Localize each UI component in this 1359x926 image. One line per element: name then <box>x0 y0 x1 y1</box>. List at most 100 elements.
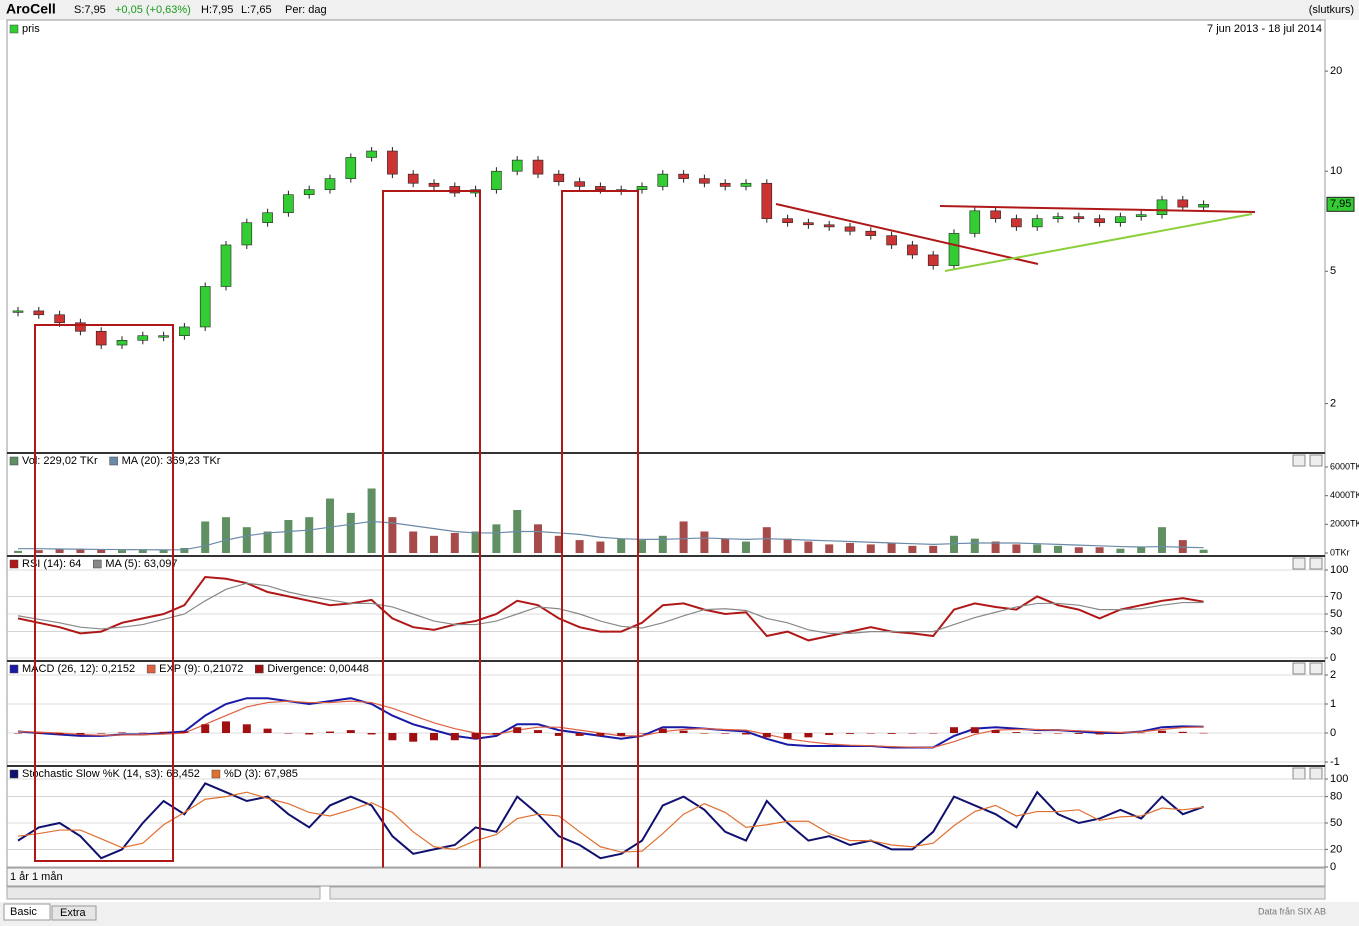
bar <box>638 733 646 734</box>
bar <box>804 733 813 738</box>
stock-name: AroCell <box>6 1 56 17</box>
bar <box>866 733 875 734</box>
legend-label: Vol: 229,02 TKr <box>22 455 98 467</box>
bar <box>638 540 646 553</box>
y-tick-label: 80 <box>1330 791 1342 803</box>
bar <box>1137 732 1146 734</box>
bar <box>430 733 438 741</box>
bar <box>284 520 293 553</box>
bar <box>742 733 750 735</box>
bar <box>1054 733 1062 734</box>
panel-button[interactable] <box>1292 662 1306 675</box>
bar <box>97 733 106 734</box>
bar <box>1178 731 1187 733</box>
bar <box>430 535 438 553</box>
panel-button[interactable] <box>1309 557 1323 570</box>
candle-body <box>844 226 856 232</box>
bar <box>180 547 189 553</box>
bar <box>34 733 43 734</box>
tab[interactable] <box>3 903 51 921</box>
y-tick-label: 0TKr <box>1330 547 1350 557</box>
bar <box>201 521 210 553</box>
tab[interactable] <box>51 905 97 921</box>
bar <box>346 512 355 553</box>
series-line <box>17 575 1204 642</box>
candle-body <box>636 186 648 190</box>
candle-body <box>532 159 544 175</box>
bar <box>409 531 418 553</box>
bar <box>721 733 730 734</box>
bar <box>1158 527 1166 553</box>
plot-frame <box>6 19 1326 868</box>
bar <box>929 733 938 734</box>
bar <box>1116 733 1125 734</box>
candle-body <box>1156 199 1168 215</box>
period: Per: dag <box>285 4 327 16</box>
candle-body <box>1198 204 1209 208</box>
bar <box>305 517 314 553</box>
candle-body <box>428 182 440 187</box>
y-tick-label: 20 <box>1330 843 1342 855</box>
y-tick-label: 0 <box>1330 652 1336 664</box>
bar <box>1033 544 1042 553</box>
toolbar <box>0 0 1359 20</box>
y-tick-label: 0 <box>1330 727 1336 739</box>
bar <box>326 498 334 553</box>
candle-body <box>948 233 960 266</box>
legend-swatch <box>9 769 19 779</box>
bar <box>575 733 584 736</box>
tab-label: Basic <box>10 906 37 918</box>
bar <box>14 733 22 734</box>
panel-button[interactable] <box>1309 454 1323 467</box>
panel-button[interactable] <box>1292 557 1306 570</box>
bar <box>118 550 126 553</box>
candle-body <box>595 186 606 190</box>
bar <box>450 733 459 741</box>
y-tick-label: 50 <box>1330 817 1342 829</box>
panel-button[interactable] <box>1292 454 1306 467</box>
panel-button[interactable] <box>1309 767 1323 780</box>
legend-swatch <box>93 559 102 569</box>
bar <box>1074 733 1083 734</box>
bar <box>222 721 230 733</box>
bar <box>534 730 542 733</box>
bar <box>367 733 376 735</box>
candle-body <box>823 224 835 228</box>
candle-body <box>865 230 877 236</box>
bar <box>1095 733 1104 735</box>
bar <box>492 733 501 735</box>
candle-body <box>969 210 981 234</box>
series-line <box>17 700 1204 749</box>
legend-label: Divergence: 0,00448 <box>267 663 369 675</box>
bar <box>471 733 480 739</box>
bar <box>970 727 979 733</box>
panel-button[interactable] <box>1309 662 1323 675</box>
candle-body <box>366 150 377 158</box>
price-type: (slutkurs) <box>1309 4 1354 16</box>
series-line <box>17 782 1204 860</box>
bar <box>658 535 667 553</box>
bar <box>679 521 688 553</box>
bar <box>846 542 854 553</box>
scrollbar[interactable] <box>6 886 321 900</box>
price-label-box <box>1326 196 1355 212</box>
bar <box>908 733 917 734</box>
y-tick-label: 20 <box>1330 65 1342 77</box>
candle-body <box>782 218 793 224</box>
bar <box>138 732 147 734</box>
bar <box>263 728 272 733</box>
bar <box>783 538 792 553</box>
panel-button[interactable] <box>1292 767 1306 780</box>
candle-body <box>699 178 710 184</box>
bar <box>263 531 272 553</box>
y-tick-label: -1 <box>1330 756 1340 768</box>
legend-swatch <box>109 456 118 466</box>
candle-body <box>116 339 128 346</box>
candle-body <box>33 310 45 316</box>
candle-body <box>387 150 398 175</box>
bar <box>950 535 958 553</box>
scrollbar[interactable] <box>329 886 1326 900</box>
bar <box>159 731 168 733</box>
bar <box>242 724 251 733</box>
y-tick-label: 2 <box>1330 397 1336 409</box>
